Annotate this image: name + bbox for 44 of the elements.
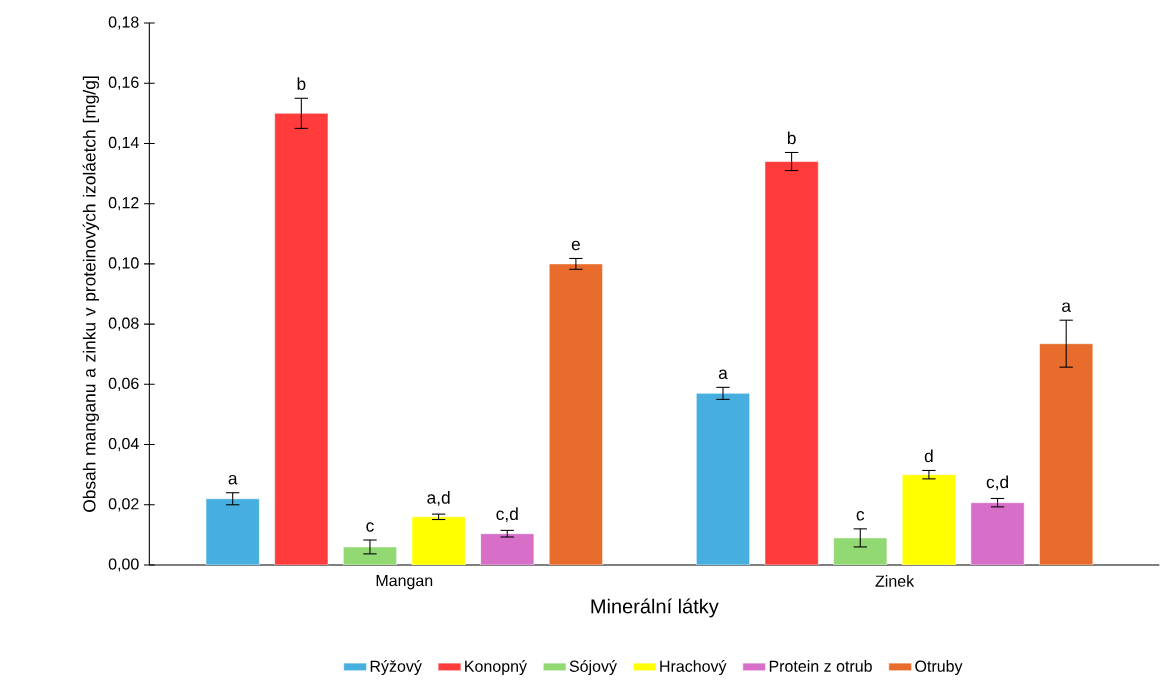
bar [205,498,260,565]
y-tick-label: 0,04 [108,437,139,452]
data-label: b [787,131,796,145]
data-label: a [228,474,238,485]
y-tick-label: 0,12 [108,197,139,211]
legend-label: Rýžový [370,660,422,676]
legend-label: Sójový [569,660,617,676]
y-tick-label: 0,08 [108,317,139,331]
data-label: e [571,240,580,251]
bar [764,161,819,565]
bar [343,546,397,565]
y-tick-label: 0,16 [108,76,139,90]
x-tick-label: Mangan [376,575,433,590]
bar [480,533,535,565]
y-tick-label: 0,18 [108,16,139,30]
legend-label: Protein z otrub [769,660,872,672]
legend-label: Konopný [465,660,527,676]
legend-label: Hrachový [660,660,727,676]
data-label: a [1062,302,1072,312]
data-label: c,d [496,507,518,523]
data-label: c [366,522,374,532]
bar [274,113,329,565]
y-tick-label: 0,06 [108,377,139,391]
y-tick-label: 0,02 [108,498,139,512]
data-label: c [856,511,865,521]
legend-label: Otruby [915,660,963,676]
bar [411,516,466,565]
bar [548,263,603,565]
data-label: c,d [986,475,1008,491]
x-axis-title: Minerální látky [591,598,719,618]
data-label: a [718,369,728,380]
x-tick-label: Zinek [875,575,915,587]
y-tick-label: 0,14 [108,136,139,151]
data-label: b [297,77,306,91]
y-tick-label: 0,10 [108,257,139,271]
data-label: a,d [427,491,450,506]
data-label: d [924,449,933,463]
bar [696,393,750,565]
y-tick-label: 0,00 [108,558,139,572]
y-axis-title: Obsah manganu a zinku v proteinových izoláetch [mg/g] [82,76,99,512]
bar [970,502,1025,565]
bar [833,537,888,565]
bar [1039,343,1094,565]
bar [901,474,956,565]
